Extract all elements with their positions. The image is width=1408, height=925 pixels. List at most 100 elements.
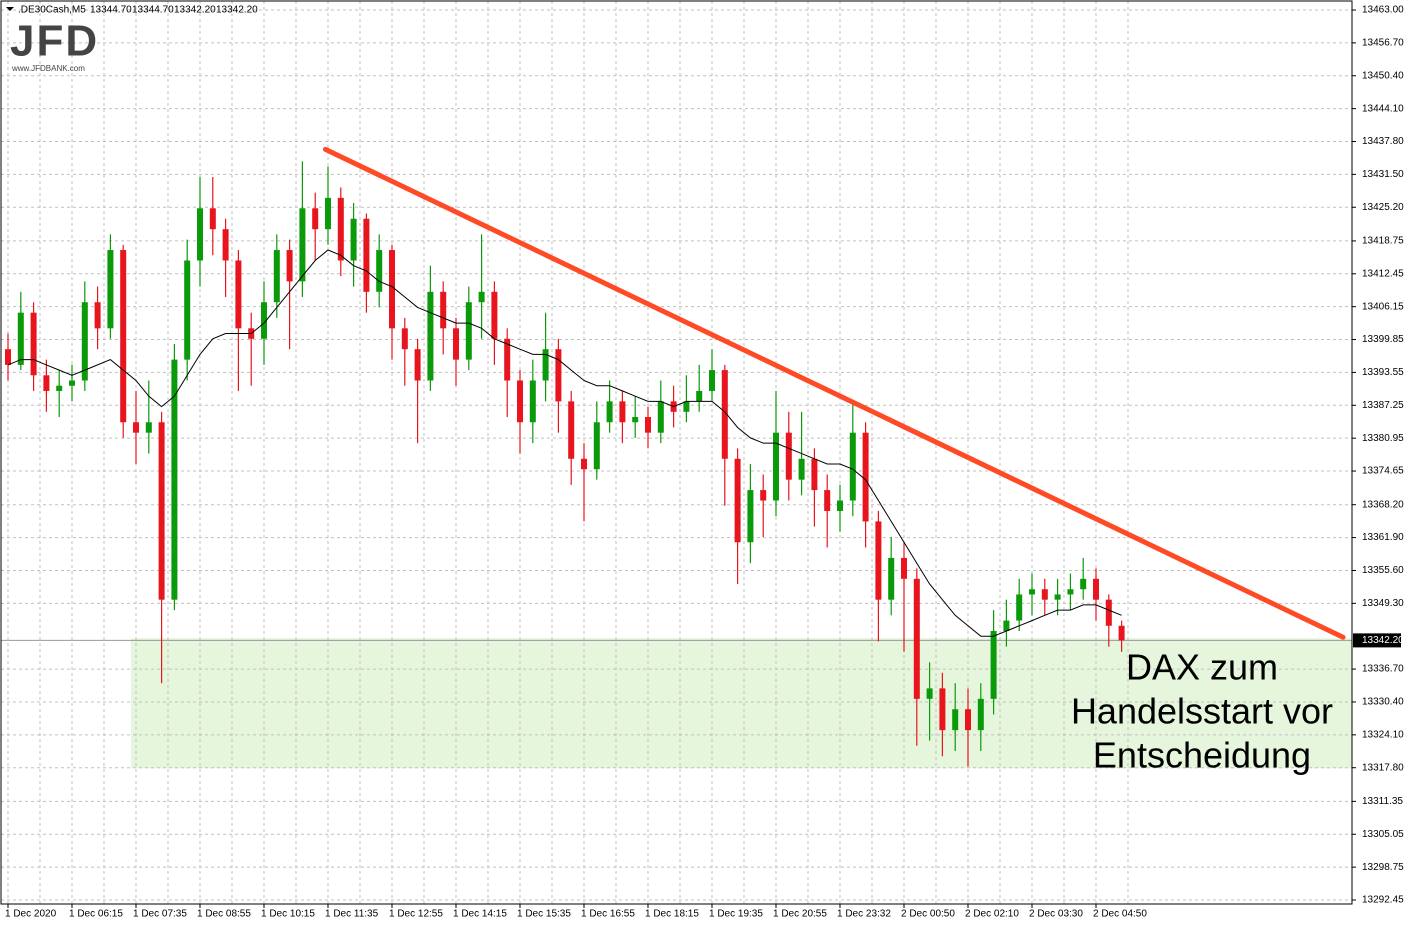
support-zone xyxy=(130,638,1352,769)
candle-body xyxy=(56,385,63,391)
y-tick-label: 13317.80 xyxy=(1362,762,1404,773)
candle-body xyxy=(43,375,50,391)
candle-body xyxy=(1041,589,1048,600)
candle-body xyxy=(261,302,267,339)
candle-body xyxy=(785,432,792,480)
candle-body xyxy=(209,208,216,230)
candle-body xyxy=(555,349,562,402)
y-tick-label: 13292.45 xyxy=(1362,895,1404,906)
y-tick-label: 13336.70 xyxy=(1362,664,1404,675)
candle-body xyxy=(862,432,869,522)
candle-body xyxy=(120,250,127,423)
x-tick-label: 1 Dec 18:15 xyxy=(645,909,699,920)
candle-body xyxy=(875,521,882,600)
candle-body xyxy=(171,359,178,600)
candle-body xyxy=(990,630,997,699)
candle-body xyxy=(939,688,946,731)
candle-body xyxy=(145,422,152,433)
y-tick-label: 13399.85 xyxy=(1362,334,1404,345)
y-tick-label: 13431.50 xyxy=(1362,169,1404,180)
candle-body xyxy=(184,260,191,360)
candle-body xyxy=(286,250,293,282)
candle-body xyxy=(363,218,370,292)
y-tick-label: 13374.65 xyxy=(1362,466,1404,477)
candle-body xyxy=(747,490,754,543)
x-tick-label: 2 Dec 00:50 xyxy=(901,909,955,920)
candle-body xyxy=(606,401,613,423)
x-tick-label: 1 Dec 11:35 xyxy=(325,909,379,920)
x-tick-label: 1 Dec 10:15 xyxy=(261,909,315,920)
y-tick-label: 13355.60 xyxy=(1362,565,1404,576)
ohlc-high: 13344.70 xyxy=(132,5,174,16)
candle-body xyxy=(721,370,728,459)
candle-body xyxy=(977,698,984,731)
candle-body xyxy=(581,458,587,470)
annotation: Handelsstart vor xyxy=(1071,691,1333,732)
candle-body xyxy=(376,250,383,292)
candle-body xyxy=(657,401,664,433)
candle-body xyxy=(760,490,767,501)
x-tick-label: 1 Dec 12:55 xyxy=(389,909,443,920)
x-tick-label: 2 Dec 03:30 xyxy=(1029,909,1083,920)
annotation: DAX zum xyxy=(1126,647,1278,688)
candle-body xyxy=(427,291,434,381)
plot-area xyxy=(1,1,1352,904)
candle-body xyxy=(517,380,523,423)
candle-body xyxy=(30,312,37,376)
candle-body xyxy=(1093,578,1099,600)
candle-body xyxy=(568,401,575,459)
logo: JFD xyxy=(10,17,99,66)
candle-body xyxy=(926,688,933,699)
candle-body xyxy=(837,500,843,511)
x-tick-label: 1 Dec 14:15 xyxy=(453,909,507,920)
candle-body xyxy=(389,250,395,329)
y-tick-label: 13349.30 xyxy=(1362,598,1404,609)
x-tick-label: 1 Dec 15:35 xyxy=(517,909,571,920)
candle-body xyxy=(1054,594,1061,600)
candle-body xyxy=(401,328,408,350)
candle-body xyxy=(69,380,75,386)
candle-body xyxy=(299,208,306,282)
candle-body xyxy=(133,422,139,433)
candle-body xyxy=(414,349,421,381)
candle-body xyxy=(5,349,11,365)
candle-body xyxy=(593,422,600,470)
candle-body xyxy=(683,401,690,412)
candle-body xyxy=(478,291,485,303)
candle-body xyxy=(465,302,472,360)
moving-average xyxy=(7,249,1122,637)
y-tick-label: 13361.90 xyxy=(1362,532,1404,543)
candle-body xyxy=(1003,620,1010,631)
candle-body xyxy=(632,417,639,423)
y-tick-label: 13444.10 xyxy=(1362,103,1404,114)
candle-body xyxy=(17,312,24,365)
y-tick-label: 13437.80 xyxy=(1362,136,1404,147)
candle-body xyxy=(1029,589,1035,595)
candle-body xyxy=(619,401,626,423)
symbol: .DE30Cash,M5 xyxy=(18,5,86,16)
candle-body xyxy=(824,490,831,511)
y-tick-label: 13412.45 xyxy=(1362,268,1404,279)
x-tick-label: 1 Dec 20:55 xyxy=(773,909,827,920)
y-tick-label: 13324.10 xyxy=(1362,729,1404,740)
price-tag-label: 13342.20 xyxy=(1362,635,1404,646)
menu-arrow xyxy=(6,7,14,11)
y-tick-label: 13387.25 xyxy=(1362,400,1404,411)
candle-body xyxy=(158,422,165,600)
candle-body xyxy=(696,390,703,402)
y-tick-label: 13393.55 xyxy=(1362,367,1404,378)
candle-body xyxy=(197,208,203,261)
y-tick-label: 13298.75 xyxy=(1362,862,1404,873)
candle-body xyxy=(811,458,818,491)
candle-body xyxy=(1016,594,1023,621)
candle-body xyxy=(773,432,779,501)
logo-url: www.JFDBANK.com xyxy=(11,64,85,73)
y-tick-label: 13450.40 xyxy=(1362,70,1404,81)
candle-body xyxy=(1118,625,1125,641)
x-tick-label: 1 Dec 07:35 xyxy=(133,909,187,920)
x-tick-label: 1 Dec 19:35 xyxy=(709,909,763,920)
candle-body xyxy=(952,709,959,731)
candle-body xyxy=(273,250,280,303)
trend-line xyxy=(322,146,1346,640)
